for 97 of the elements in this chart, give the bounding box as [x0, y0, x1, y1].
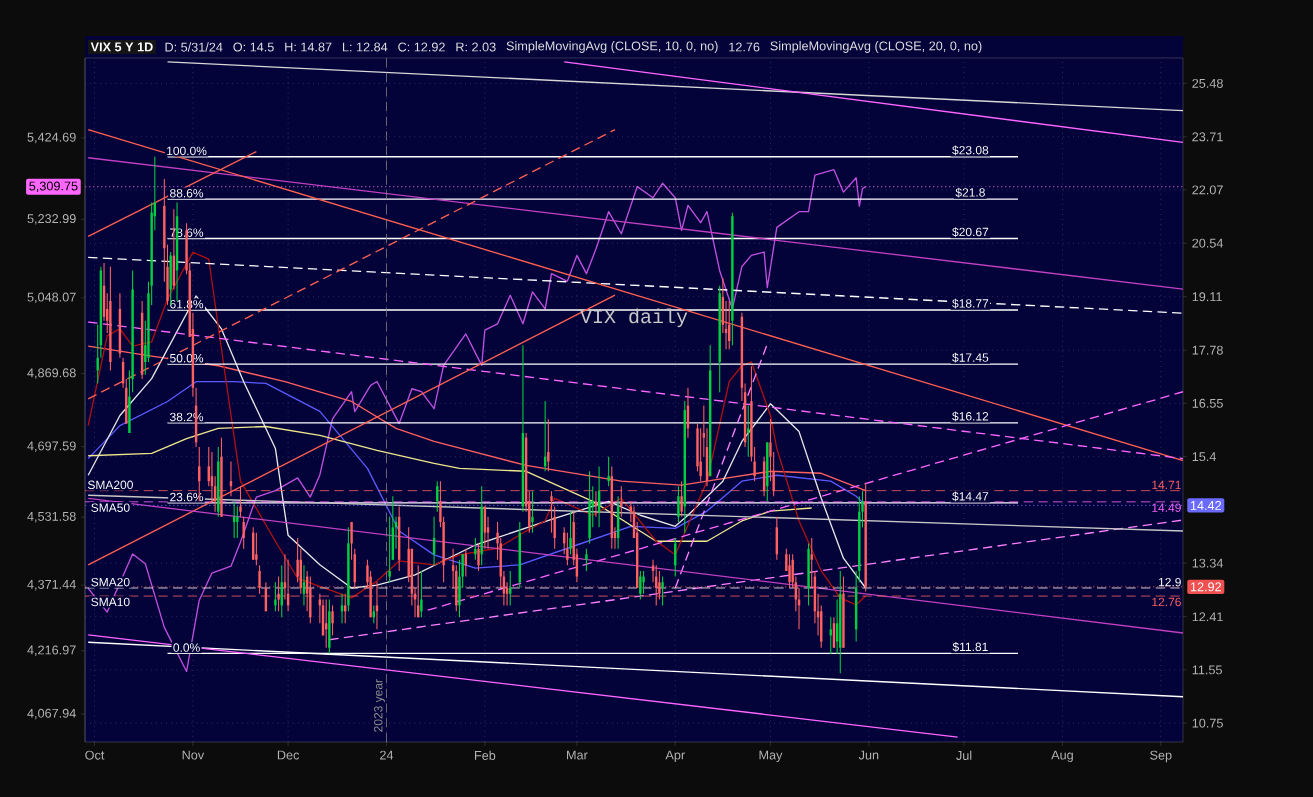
- text: SimpleMovingAvg (CLOSE, 20, 0, no): [770, 41, 982, 53]
- candlestick: [629, 500, 633, 523]
- y-tick-label: 13.34: [1192, 558, 1224, 568]
- x-tick-label: Mar: [567, 750, 588, 760]
- ref-line-label: 14.71: [1152, 480, 1181, 490]
- y-tick-label: 12.41: [1192, 612, 1223, 622]
- x-tick-label: Apr: [665, 750, 685, 763]
- text: L: 12.84: [342, 42, 388, 52]
- y2-tick-label: 5,048.07: [27, 292, 76, 304]
- y2-tick-label: 5,232.99: [27, 214, 76, 225]
- annotation: $20.67: [952, 227, 989, 237]
- y-tick-label: 20.54: [1192, 238, 1224, 248]
- candlestick: [96, 324, 99, 384]
- ref-line-label: 2023 year: [374, 679, 385, 732]
- annotation: $23.08: [952, 145, 989, 156]
- x-tick-label: 24: [380, 750, 394, 760]
- annotation: $18.77: [952, 298, 989, 309]
- annotation: $16.12: [952, 411, 989, 422]
- line-series: [87, 425, 813, 542]
- candlestick: [420, 570, 423, 618]
- candlestick: [607, 456, 610, 487]
- ref-line-label: 12.92: [1190, 582, 1222, 592]
- y2-tick-label: 4,216.97: [27, 645, 76, 656]
- ref-line-label: 14.42: [1190, 501, 1222, 510]
- x-tick-label: Feb: [474, 750, 496, 760]
- annotation: $11.81: [952, 642, 988, 652]
- text: H: 14.87: [285, 42, 332, 52]
- text: 12.76: [729, 42, 760, 52]
- x-tick-label: Dec: [277, 750, 300, 760]
- text: R: 2.03: [456, 42, 496, 52]
- candlestick: [274, 581, 277, 612]
- y-tick-label: 15.4: [1192, 452, 1217, 462]
- annotation: $17.45: [952, 352, 989, 363]
- candlestick: [569, 511, 572, 555]
- ref-line-label: 12.76: [1152, 597, 1181, 607]
- line-series: [87, 295, 867, 589]
- annotation: $14.47: [952, 491, 989, 502]
- x-tick-label: May: [759, 750, 783, 763]
- candlestick: [242, 516, 245, 550]
- y2-tick-label: 5,424.69: [27, 132, 76, 144]
- y2-tick-label: 4,531.58: [27, 511, 76, 523]
- text: D: 5/31/24: [165, 42, 223, 52]
- annotation: SMA10: [91, 597, 130, 607]
- y-tick-label: 23.71: [1192, 132, 1223, 142]
- y-tick-label: 22.07: [1192, 185, 1223, 195]
- candlestick: [331, 604, 334, 636]
- annotation: SMA50: [91, 503, 130, 512]
- y2-tick-label: 4,697.59: [27, 441, 76, 452]
- candlestick: [350, 521, 353, 561]
- candlestick: [661, 576, 664, 606]
- y2-tick-label: 4,067.94: [27, 708, 76, 720]
- line-series: [87, 168, 867, 673]
- x-tick-label: Sep: [1150, 750, 1172, 763]
- candlestick: [810, 537, 813, 589]
- candlestick: [547, 418, 550, 472]
- candlestick: [747, 405, 750, 458]
- annotation: 100.0%: [167, 146, 207, 156]
- y-tick-label: 25.48: [1192, 78, 1223, 88]
- y-tick-label: 10.75: [1192, 718, 1223, 728]
- annotation: 0.0%: [173, 643, 200, 652]
- candlestick: [236, 505, 239, 539]
- text: SimpleMovingAvg (CLOSE, 10, 0, no): [506, 41, 718, 53]
- y-tick-label: 16.55: [1192, 398, 1223, 408]
- candlestick: [258, 564, 261, 595]
- text: C: 12.92: [398, 42, 445, 52]
- candlestick: [677, 485, 680, 523]
- annotation: SMA20: [91, 577, 130, 587]
- y-tick-label: 17.78: [1192, 345, 1223, 355]
- x-tick-label: Oct: [85, 750, 105, 760]
- ref-line-label: 12.9: [1158, 577, 1181, 587]
- y-tick-label: 11.55: [1192, 665, 1222, 675]
- y2-tick-label: 4,869.68: [27, 368, 76, 379]
- annotation: $21.8: [955, 187, 985, 198]
- text: O: 14.5: [233, 42, 274, 52]
- candlestick: [255, 532, 258, 566]
- candlestick: [477, 542, 480, 572]
- ref-line-label: 5,309.75: [29, 181, 78, 192]
- y-tick-label: 19.11: [1192, 292, 1222, 302]
- y2-tick-label: 4,371.44: [27, 579, 76, 591]
- x-tick-label: Jun: [858, 750, 879, 760]
- annotation: SMA200: [87, 480, 133, 490]
- x-tick-label: Nov: [182, 750, 205, 760]
- candlestick: [639, 570, 642, 601]
- candlestick: [788, 553, 791, 589]
- x-tick-label: Jul: [956, 750, 972, 760]
- line-series: [87, 251, 867, 606]
- candlestick: [388, 516, 391, 583]
- candlestick: [642, 570, 645, 595]
- text: VIX daily: [580, 308, 688, 328]
- ref-line-label: 14.49: [1152, 503, 1181, 512]
- annotation: 88.6%: [170, 188, 204, 198]
- x-tick-label: Aug: [1051, 750, 1073, 763]
- candlestick: [531, 490, 534, 534]
- chart-title: VIX 5 Y 1D: [90, 42, 153, 52]
- candlestick: [585, 548, 588, 572]
- candlestick: [699, 427, 702, 482]
- candlestick: [474, 537, 477, 561]
